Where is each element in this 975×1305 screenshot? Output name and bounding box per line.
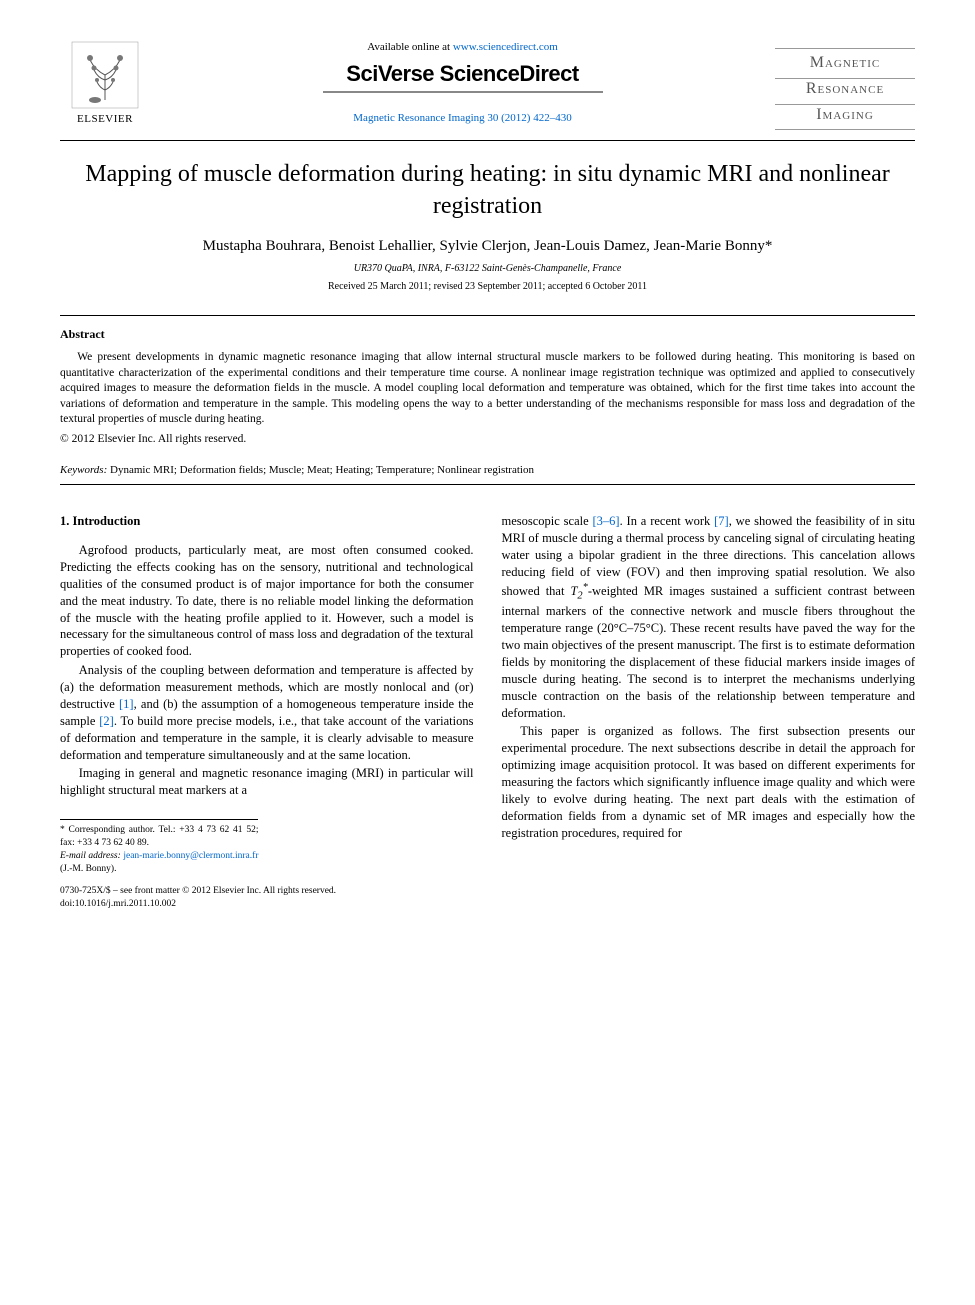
available-online-prefix: Available online at (367, 41, 453, 53)
col2-para-2: This paper is organized as follows. The … (502, 723, 916, 841)
platform-underline (323, 91, 603, 93)
bottom-info: 0730-725X/$ – see front matter © 2012 El… (60, 885, 474, 911)
email-link[interactable]: jean-marie.bonny@clermont.inra.fr (123, 851, 258, 861)
issn-line: 0730-725X/$ – see front matter © 2012 El… (60, 885, 474, 898)
affiliation: UR370 QuaPA, INRA, F-63122 Saint-Genès-C… (60, 262, 915, 276)
journal-reference: Magnetic Resonance Imaging 30 (2012) 422… (170, 111, 755, 126)
col2-p1-a: mesoscopic scale (502, 514, 593, 528)
col2-p1-d: -weighted MR images sustained a sufficie… (502, 584, 916, 720)
abstract-heading: Abstract (60, 326, 915, 342)
header-row: ELSEVIER Available online at www.science… (60, 40, 915, 130)
citation-1[interactable]: [1] (119, 697, 134, 711)
publisher-logo: ELSEVIER (60, 40, 150, 127)
keywords-text: Dynamic MRI; Deformation fields; Muscle;… (110, 464, 534, 476)
article-dates: Received 25 March 2011; revised 23 Septe… (60, 280, 915, 294)
citation-2[interactable]: [2] (99, 714, 114, 728)
publisher-name: ELSEVIER (60, 112, 150, 127)
intro-p2-c: . To build more precise models, i.e., th… (60, 714, 474, 762)
journal-reference-link[interactable]: Magnetic Resonance Imaging 30 (2012) 422… (353, 112, 571, 124)
intro-para-2: Analysis of the coupling between deforma… (60, 662, 474, 763)
column-left: 1. Introduction Agrofood products, parti… (60, 513, 474, 911)
author-list: Mustapha Bouhrara, Benoist Lehallier, Sy… (60, 236, 915, 256)
email-label: E-mail address: (60, 851, 121, 861)
journal-logo-line1: Magnetic (775, 48, 915, 79)
email-line: E-mail address: jean-marie.bonny@clermon… (60, 850, 258, 876)
center-header: Available online at www.sciencedirect.co… (150, 40, 775, 125)
article-title: Mapping of muscle deformation during hea… (60, 159, 915, 221)
keywords-rule (60, 484, 915, 485)
column-right: mesoscopic scale [3–6]. In a recent work… (502, 513, 916, 911)
footnotes: * Corresponding author. Tel.: +33 4 73 6… (60, 819, 258, 875)
doi-line: doi:10.1016/j.mri.2011.10.002 (60, 898, 474, 911)
citation-3-6[interactable]: [3–6] (593, 514, 620, 528)
available-online-line: Available online at www.sciencedirect.co… (170, 40, 755, 55)
intro-para-3: Imaging in general and magnetic resonanc… (60, 765, 474, 799)
citation-7[interactable]: [7] (714, 514, 729, 528)
col2-para-1: mesoscopic scale [3–6]. In a recent work… (502, 513, 916, 721)
intro-para-1: Agrofood products, particularly meat, ar… (60, 542, 474, 660)
elsevier-tree-icon (70, 40, 140, 110)
corresponding-author-note: * Corresponding author. Tel.: +33 4 73 6… (60, 824, 258, 850)
t2star-symbol: T2* (570, 584, 587, 598)
journal-logo: Magnetic Resonance Imaging (775, 40, 915, 130)
journal-logo-line2: Resonance (775, 79, 915, 105)
journal-logo-line3: Imaging (775, 105, 915, 131)
header-rule (60, 140, 915, 141)
body-columns: 1. Introduction Agrofood products, parti… (60, 513, 915, 911)
platform-name: SciVerse ScienceDirect (170, 59, 755, 89)
keywords-label: Keywords: (60, 464, 107, 476)
abstract-top-rule (60, 315, 915, 316)
email-suffix: (J.-M. Bonny). (60, 864, 116, 874)
abstract-copyright: © 2012 Elsevier Inc. All rights reserved… (60, 432, 915, 448)
col2-p1-b: . In a recent work (620, 514, 715, 528)
section-1-heading: 1. Introduction (60, 513, 474, 530)
keywords-line: Keywords: Dynamic MRI; Deformation field… (60, 463, 915, 478)
available-online-link[interactable]: www.sciencedirect.com (453, 41, 558, 53)
abstract-text: We present developments in dynamic magne… (60, 350, 915, 428)
